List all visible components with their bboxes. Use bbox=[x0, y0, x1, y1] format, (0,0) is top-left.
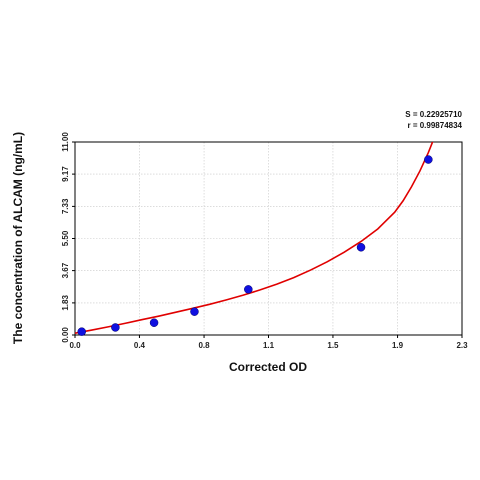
y-tick-label: 3.67 bbox=[61, 262, 70, 278]
data-point bbox=[244, 285, 253, 294]
y-axis-title: The concentration of ALCAM (ng/mL) bbox=[11, 132, 25, 344]
x-tick-label: 1.9 bbox=[392, 341, 404, 350]
fit-curve bbox=[75, 142, 434, 335]
data-point bbox=[424, 155, 433, 164]
data-point bbox=[77, 327, 86, 336]
data-points-layer bbox=[77, 155, 433, 336]
data-point bbox=[190, 307, 199, 316]
y-tick-label: 11.00 bbox=[61, 132, 70, 152]
y-tick-label: 0.00 bbox=[61, 327, 70, 343]
y-tick-label: 1.83 bbox=[61, 295, 70, 311]
x-tick-label: 1.5 bbox=[327, 341, 339, 350]
y-tick-label: 9.17 bbox=[61, 166, 70, 182]
y-tick-label: 7.33 bbox=[61, 198, 70, 214]
stat-r: r = 0.99874834 bbox=[408, 121, 463, 130]
data-point bbox=[149, 318, 159, 327]
x-tick-label: 0.8 bbox=[198, 341, 210, 350]
grid-lines bbox=[75, 142, 462, 335]
data-point bbox=[111, 323, 120, 332]
x-tick-label: 0.0 bbox=[69, 341, 81, 350]
x-axis-title: Corrected OD bbox=[229, 360, 307, 374]
stat-s: S = 0.22925710 bbox=[405, 110, 462, 119]
x-tick-label: 2.3 bbox=[456, 341, 468, 350]
data-point bbox=[356, 243, 366, 252]
fit-curve-layer bbox=[75, 142, 434, 335]
x-tick-label: 1.1 bbox=[263, 341, 275, 350]
y-tick-label: 5.50 bbox=[61, 230, 70, 246]
axis-ticks: 0.0 0.4 0.8 1.1 1.5 1.9 2.3 0.00 1.83 3.67 5.50 7.3… bbox=[61, 132, 468, 350]
x-tick-label: 0.4 bbox=[134, 341, 146, 350]
